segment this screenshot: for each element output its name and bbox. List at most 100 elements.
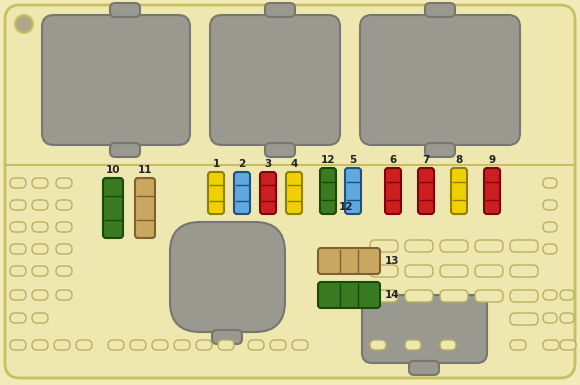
FancyBboxPatch shape [405, 240, 433, 252]
Text: 2: 2 [238, 159, 245, 169]
Text: 3: 3 [264, 159, 271, 169]
Text: 12: 12 [321, 155, 335, 165]
FancyBboxPatch shape [370, 290, 398, 302]
FancyBboxPatch shape [32, 178, 48, 188]
FancyBboxPatch shape [370, 340, 386, 350]
FancyBboxPatch shape [170, 222, 285, 332]
Text: 8: 8 [455, 155, 463, 165]
FancyBboxPatch shape [76, 340, 92, 350]
Text: 6: 6 [389, 155, 397, 165]
FancyBboxPatch shape [318, 248, 380, 274]
FancyBboxPatch shape [208, 172, 224, 214]
FancyBboxPatch shape [10, 222, 26, 232]
Text: 13: 13 [385, 256, 400, 266]
FancyBboxPatch shape [292, 340, 308, 350]
FancyBboxPatch shape [425, 3, 455, 17]
FancyBboxPatch shape [210, 15, 340, 145]
Text: 14: 14 [385, 290, 400, 300]
FancyBboxPatch shape [543, 222, 557, 232]
FancyBboxPatch shape [418, 168, 434, 214]
FancyBboxPatch shape [10, 266, 26, 276]
FancyBboxPatch shape [212, 330, 242, 344]
FancyBboxPatch shape [475, 240, 503, 252]
FancyBboxPatch shape [10, 313, 26, 323]
FancyBboxPatch shape [425, 143, 455, 157]
FancyBboxPatch shape [196, 340, 212, 350]
FancyBboxPatch shape [543, 290, 557, 300]
Text: 4: 4 [291, 159, 298, 169]
FancyBboxPatch shape [56, 222, 72, 232]
FancyBboxPatch shape [174, 340, 190, 350]
FancyBboxPatch shape [440, 240, 468, 252]
FancyBboxPatch shape [405, 340, 421, 350]
FancyBboxPatch shape [370, 265, 398, 277]
FancyBboxPatch shape [56, 266, 72, 276]
FancyBboxPatch shape [510, 290, 538, 302]
FancyBboxPatch shape [385, 168, 401, 214]
FancyBboxPatch shape [108, 340, 124, 350]
FancyBboxPatch shape [248, 340, 264, 350]
FancyBboxPatch shape [103, 178, 123, 238]
FancyBboxPatch shape [32, 266, 48, 276]
FancyBboxPatch shape [560, 340, 576, 350]
Text: 12: 12 [339, 202, 353, 212]
FancyBboxPatch shape [318, 282, 380, 308]
FancyBboxPatch shape [56, 290, 72, 300]
FancyBboxPatch shape [510, 265, 538, 277]
FancyBboxPatch shape [54, 340, 70, 350]
FancyBboxPatch shape [234, 172, 250, 214]
FancyBboxPatch shape [440, 265, 468, 277]
FancyBboxPatch shape [10, 244, 26, 254]
FancyBboxPatch shape [218, 340, 234, 350]
FancyBboxPatch shape [543, 200, 557, 210]
FancyBboxPatch shape [56, 178, 72, 188]
FancyBboxPatch shape [440, 340, 456, 350]
FancyBboxPatch shape [370, 240, 398, 252]
FancyBboxPatch shape [5, 5, 575, 378]
FancyBboxPatch shape [510, 313, 538, 325]
FancyBboxPatch shape [265, 3, 295, 17]
FancyBboxPatch shape [56, 244, 72, 254]
FancyBboxPatch shape [32, 340, 48, 350]
FancyBboxPatch shape [362, 295, 487, 363]
FancyBboxPatch shape [475, 290, 503, 302]
FancyBboxPatch shape [543, 244, 557, 254]
FancyBboxPatch shape [130, 340, 146, 350]
Text: 11: 11 [138, 165, 152, 175]
FancyBboxPatch shape [543, 313, 557, 323]
FancyBboxPatch shape [345, 168, 361, 214]
Text: 10: 10 [106, 165, 120, 175]
FancyBboxPatch shape [440, 290, 468, 302]
FancyBboxPatch shape [32, 290, 48, 300]
FancyBboxPatch shape [360, 15, 520, 145]
Circle shape [15, 15, 33, 33]
FancyBboxPatch shape [10, 200, 26, 210]
FancyBboxPatch shape [10, 178, 26, 188]
FancyBboxPatch shape [405, 265, 433, 277]
FancyBboxPatch shape [560, 313, 574, 323]
FancyBboxPatch shape [110, 3, 140, 17]
FancyBboxPatch shape [270, 340, 286, 350]
FancyBboxPatch shape [152, 340, 168, 350]
FancyBboxPatch shape [320, 168, 336, 214]
FancyBboxPatch shape [451, 168, 467, 214]
Text: 9: 9 [488, 155, 495, 165]
FancyBboxPatch shape [56, 200, 72, 210]
FancyBboxPatch shape [32, 313, 48, 323]
FancyBboxPatch shape [543, 178, 557, 188]
FancyBboxPatch shape [409, 361, 439, 375]
FancyBboxPatch shape [405, 290, 433, 302]
Text: 5: 5 [349, 155, 357, 165]
Text: 1: 1 [212, 159, 220, 169]
FancyBboxPatch shape [543, 340, 559, 350]
FancyBboxPatch shape [286, 172, 302, 214]
FancyBboxPatch shape [110, 143, 140, 157]
FancyBboxPatch shape [260, 172, 276, 214]
FancyBboxPatch shape [32, 200, 48, 210]
FancyBboxPatch shape [10, 290, 26, 300]
FancyBboxPatch shape [135, 178, 155, 238]
FancyBboxPatch shape [484, 168, 500, 214]
FancyBboxPatch shape [510, 340, 526, 350]
FancyBboxPatch shape [560, 290, 574, 300]
FancyBboxPatch shape [42, 15, 190, 145]
